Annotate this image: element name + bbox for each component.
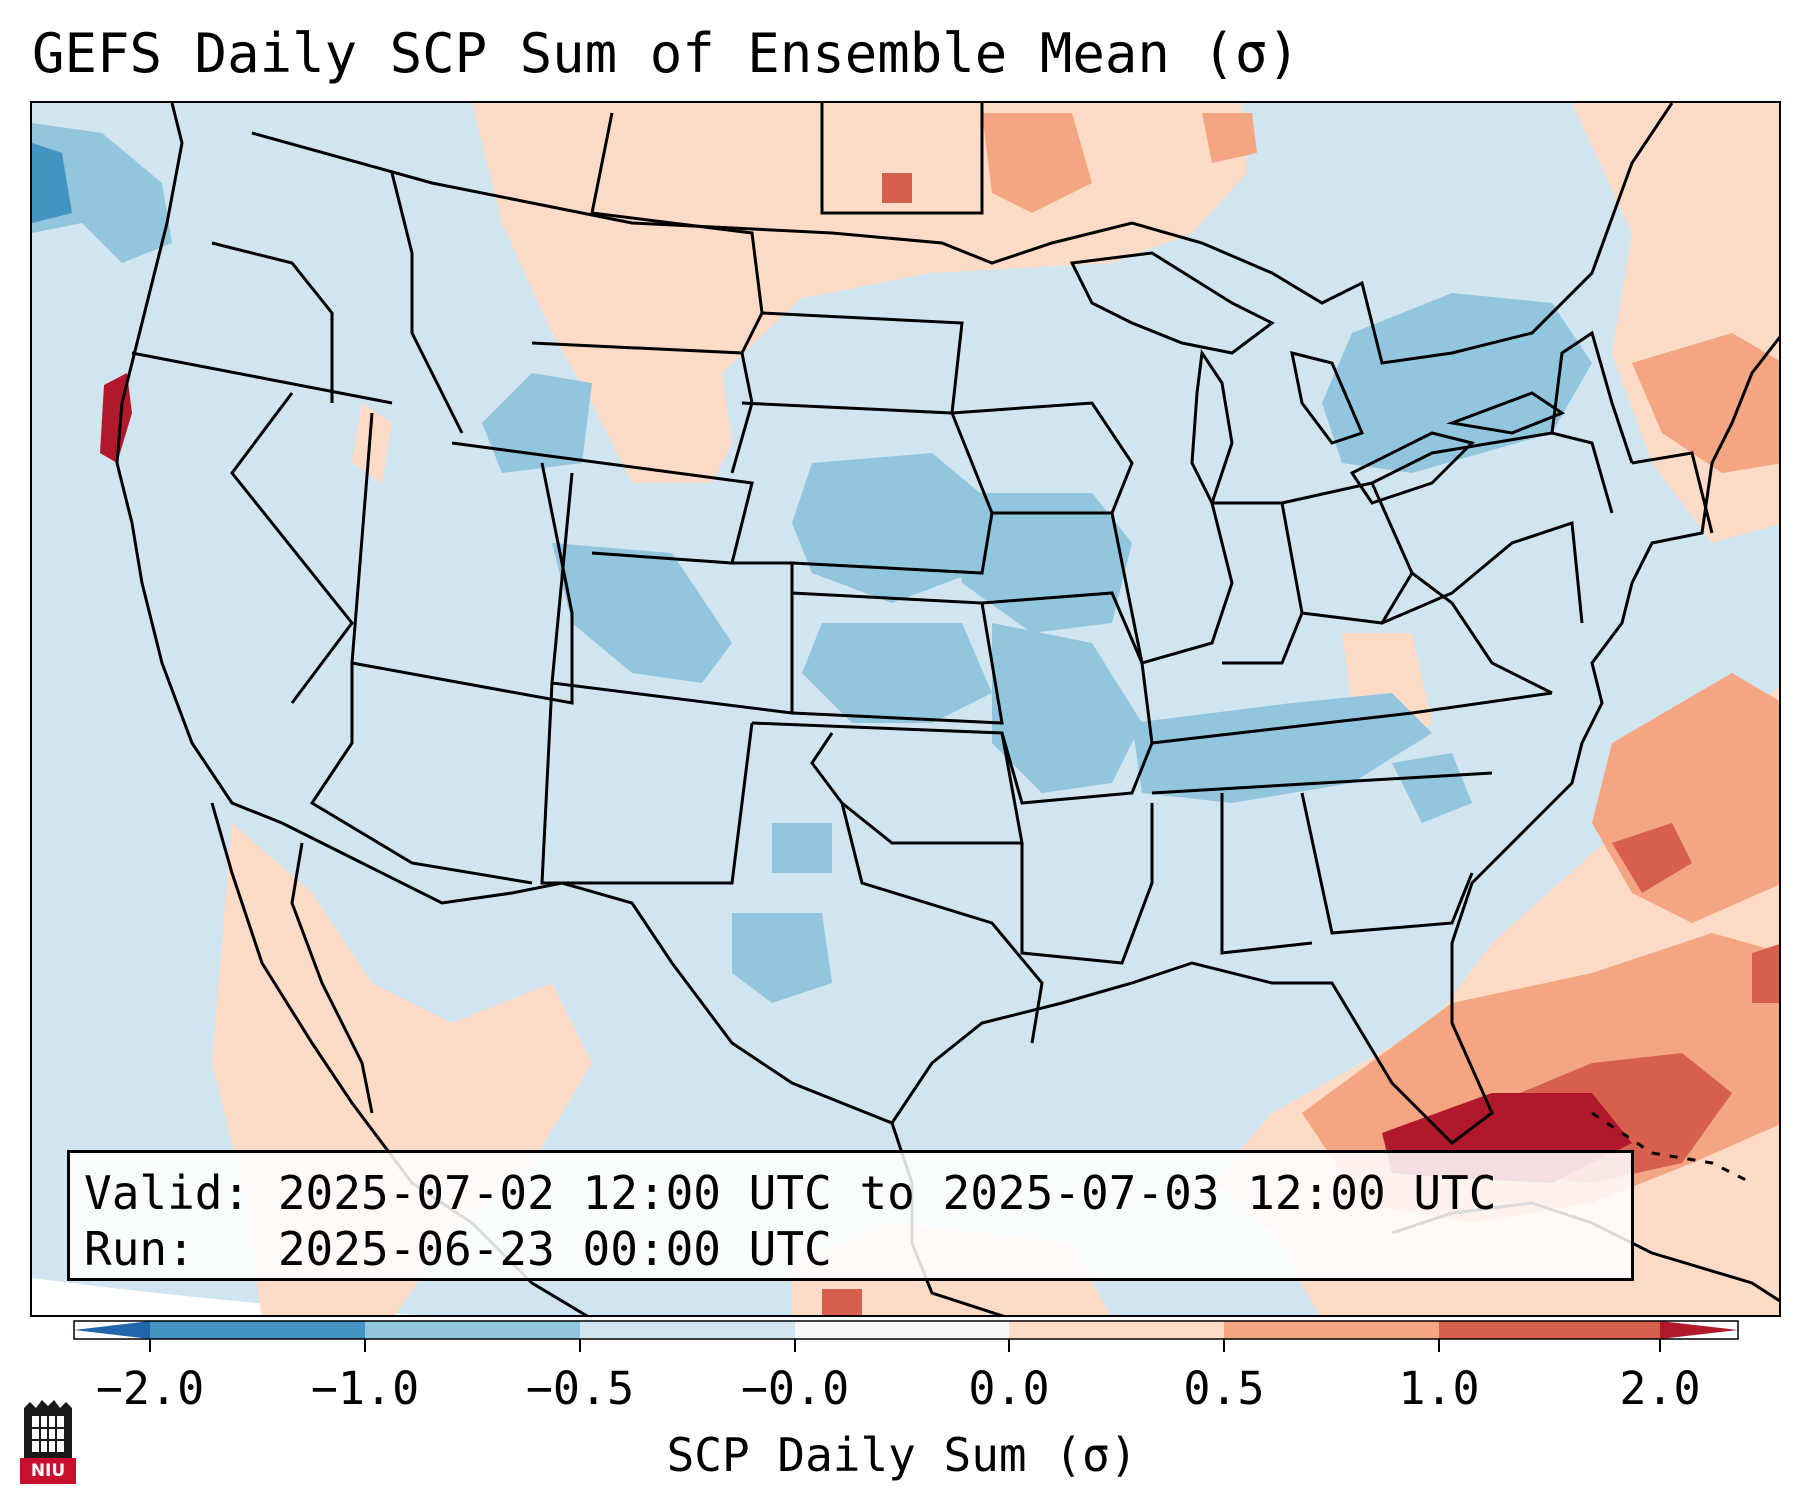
state-line bbox=[951, 401, 1134, 515]
state-line bbox=[1151, 691, 1553, 745]
colorbar-ticks bbox=[149, 1339, 1661, 1352]
colorbar-tick-label: −0.5 bbox=[525, 1362, 635, 1415]
state-line bbox=[1110, 502, 1234, 665]
map-canvas bbox=[32, 103, 1779, 1315]
negative-anomaly-region bbox=[1392, 753, 1472, 823]
colorbar-segment bbox=[365, 1321, 580, 1339]
outside-domain-area bbox=[32, 1278, 419, 1315]
colorbar-frame bbox=[73, 1320, 1739, 1340]
state-line bbox=[230, 392, 354, 704]
negative-anomaly-region bbox=[952, 493, 1132, 633]
niu-logo-icon bbox=[20, 1400, 76, 1484]
colorbar-segment bbox=[580, 1321, 795, 1339]
colorbar-segment bbox=[1224, 1321, 1439, 1339]
bahamas-islands bbox=[1591, 1111, 1753, 1185]
state-line bbox=[1220, 793, 1313, 955]
colorbar-segments bbox=[150, 1321, 1660, 1339]
great-lakes bbox=[1349, 431, 1475, 505]
negative-anomaly-region bbox=[482, 373, 592, 473]
positive-anomaly-region bbox=[1612, 823, 1692, 893]
colorbar bbox=[73, 1320, 1739, 1352]
colorbar-segment bbox=[1009, 1321, 1224, 1339]
colorbar-label: SCP Daily Sum (σ) bbox=[666, 1428, 1138, 1482]
positive-anomaly-region bbox=[882, 173, 912, 203]
positive-anomaly-region bbox=[1632, 333, 1779, 473]
negative-anomaly-region bbox=[772, 823, 832, 873]
state-line bbox=[791, 412, 994, 575]
state-line bbox=[840, 802, 1044, 1044]
positive-anomaly-region bbox=[352, 403, 392, 483]
colorbar-tick-label: 2.0 bbox=[1619, 1362, 1701, 1415]
positive-anomaly-region bbox=[1202, 113, 1257, 163]
state-line bbox=[590, 112, 764, 354]
state-line bbox=[309, 663, 533, 885]
niu-logo-text: NIU bbox=[30, 1461, 66, 1481]
canada-border bbox=[251, 103, 1674, 365]
negative-anomaly-region bbox=[732, 913, 832, 1003]
colorbar-tick-label: −2.0 bbox=[95, 1362, 205, 1415]
state-line bbox=[131, 351, 393, 405]
state-line bbox=[1151, 771, 1493, 795]
colorbar-segment bbox=[150, 1321, 365, 1339]
run-time-text: Run: 2025-06-23 00:00 UTC bbox=[84, 1222, 832, 1276]
state-line bbox=[1020, 803, 1154, 965]
state-line bbox=[741, 311, 964, 415]
state-line bbox=[820, 103, 984, 215]
negative-anomaly-region bbox=[32, 123, 172, 263]
state-line bbox=[540, 682, 754, 885]
positive-anomaly-region bbox=[982, 113, 1092, 213]
negative-anomaly-region bbox=[552, 543, 732, 683]
mexico-coast bbox=[290, 842, 374, 1114]
colorbar-low-extension bbox=[74, 1321, 150, 1339]
valid-run-info-box: Valid: 2025-07-02 12:00 UTC to 2025-07-0… bbox=[67, 1150, 1634, 1281]
great-lakes bbox=[1446, 391, 1566, 435]
negative-anomaly-region bbox=[32, 143, 72, 223]
colorbar-tick-label: −1.0 bbox=[310, 1362, 420, 1415]
colorbar-high-extension bbox=[1660, 1321, 1738, 1339]
state-borders bbox=[115, 103, 1779, 1315]
negative-anomaly-region bbox=[992, 623, 1142, 793]
colorbar-segment bbox=[795, 1321, 1009, 1339]
state-line bbox=[211, 241, 334, 403]
colorbar-tick-label: −0.0 bbox=[740, 1362, 850, 1415]
us-outline bbox=[115, 103, 1779, 1145]
state-line bbox=[791, 591, 1004, 725]
great-lakes bbox=[1069, 251, 1275, 355]
map-title: GEFS Daily SCP Sum of Ensemble Mean (σ) bbox=[32, 22, 1300, 85]
map-panel[interactable] bbox=[30, 101, 1781, 1317]
great-lakes bbox=[1290, 350, 1365, 445]
colorbar-tick-label: 0.0 bbox=[968, 1362, 1050, 1415]
colorbar-tick-label: 1.0 bbox=[1398, 1362, 1480, 1415]
valid-time-text: Valid: 2025-07-02 12:00 UTC to 2025-07-0… bbox=[84, 1166, 1497, 1220]
state-line bbox=[451, 441, 754, 565]
state-line bbox=[1411, 571, 1553, 695]
state-line bbox=[531, 341, 754, 474]
positive-anomaly-region bbox=[822, 1289, 862, 1315]
negative-anomaly-region bbox=[802, 623, 992, 723]
state-line bbox=[390, 172, 464, 434]
state-line bbox=[1381, 520, 1584, 625]
state-line bbox=[1300, 792, 1474, 935]
state-line bbox=[1550, 330, 1634, 464]
colorbar-tick-label: 0.5 bbox=[1183, 1362, 1265, 1415]
niu-logo: NIU bbox=[20, 1398, 76, 1484]
state-line bbox=[1631, 451, 1714, 534]
colorbar-segment bbox=[1439, 1321, 1660, 1339]
positive-anomaly-region bbox=[1752, 944, 1779, 1003]
